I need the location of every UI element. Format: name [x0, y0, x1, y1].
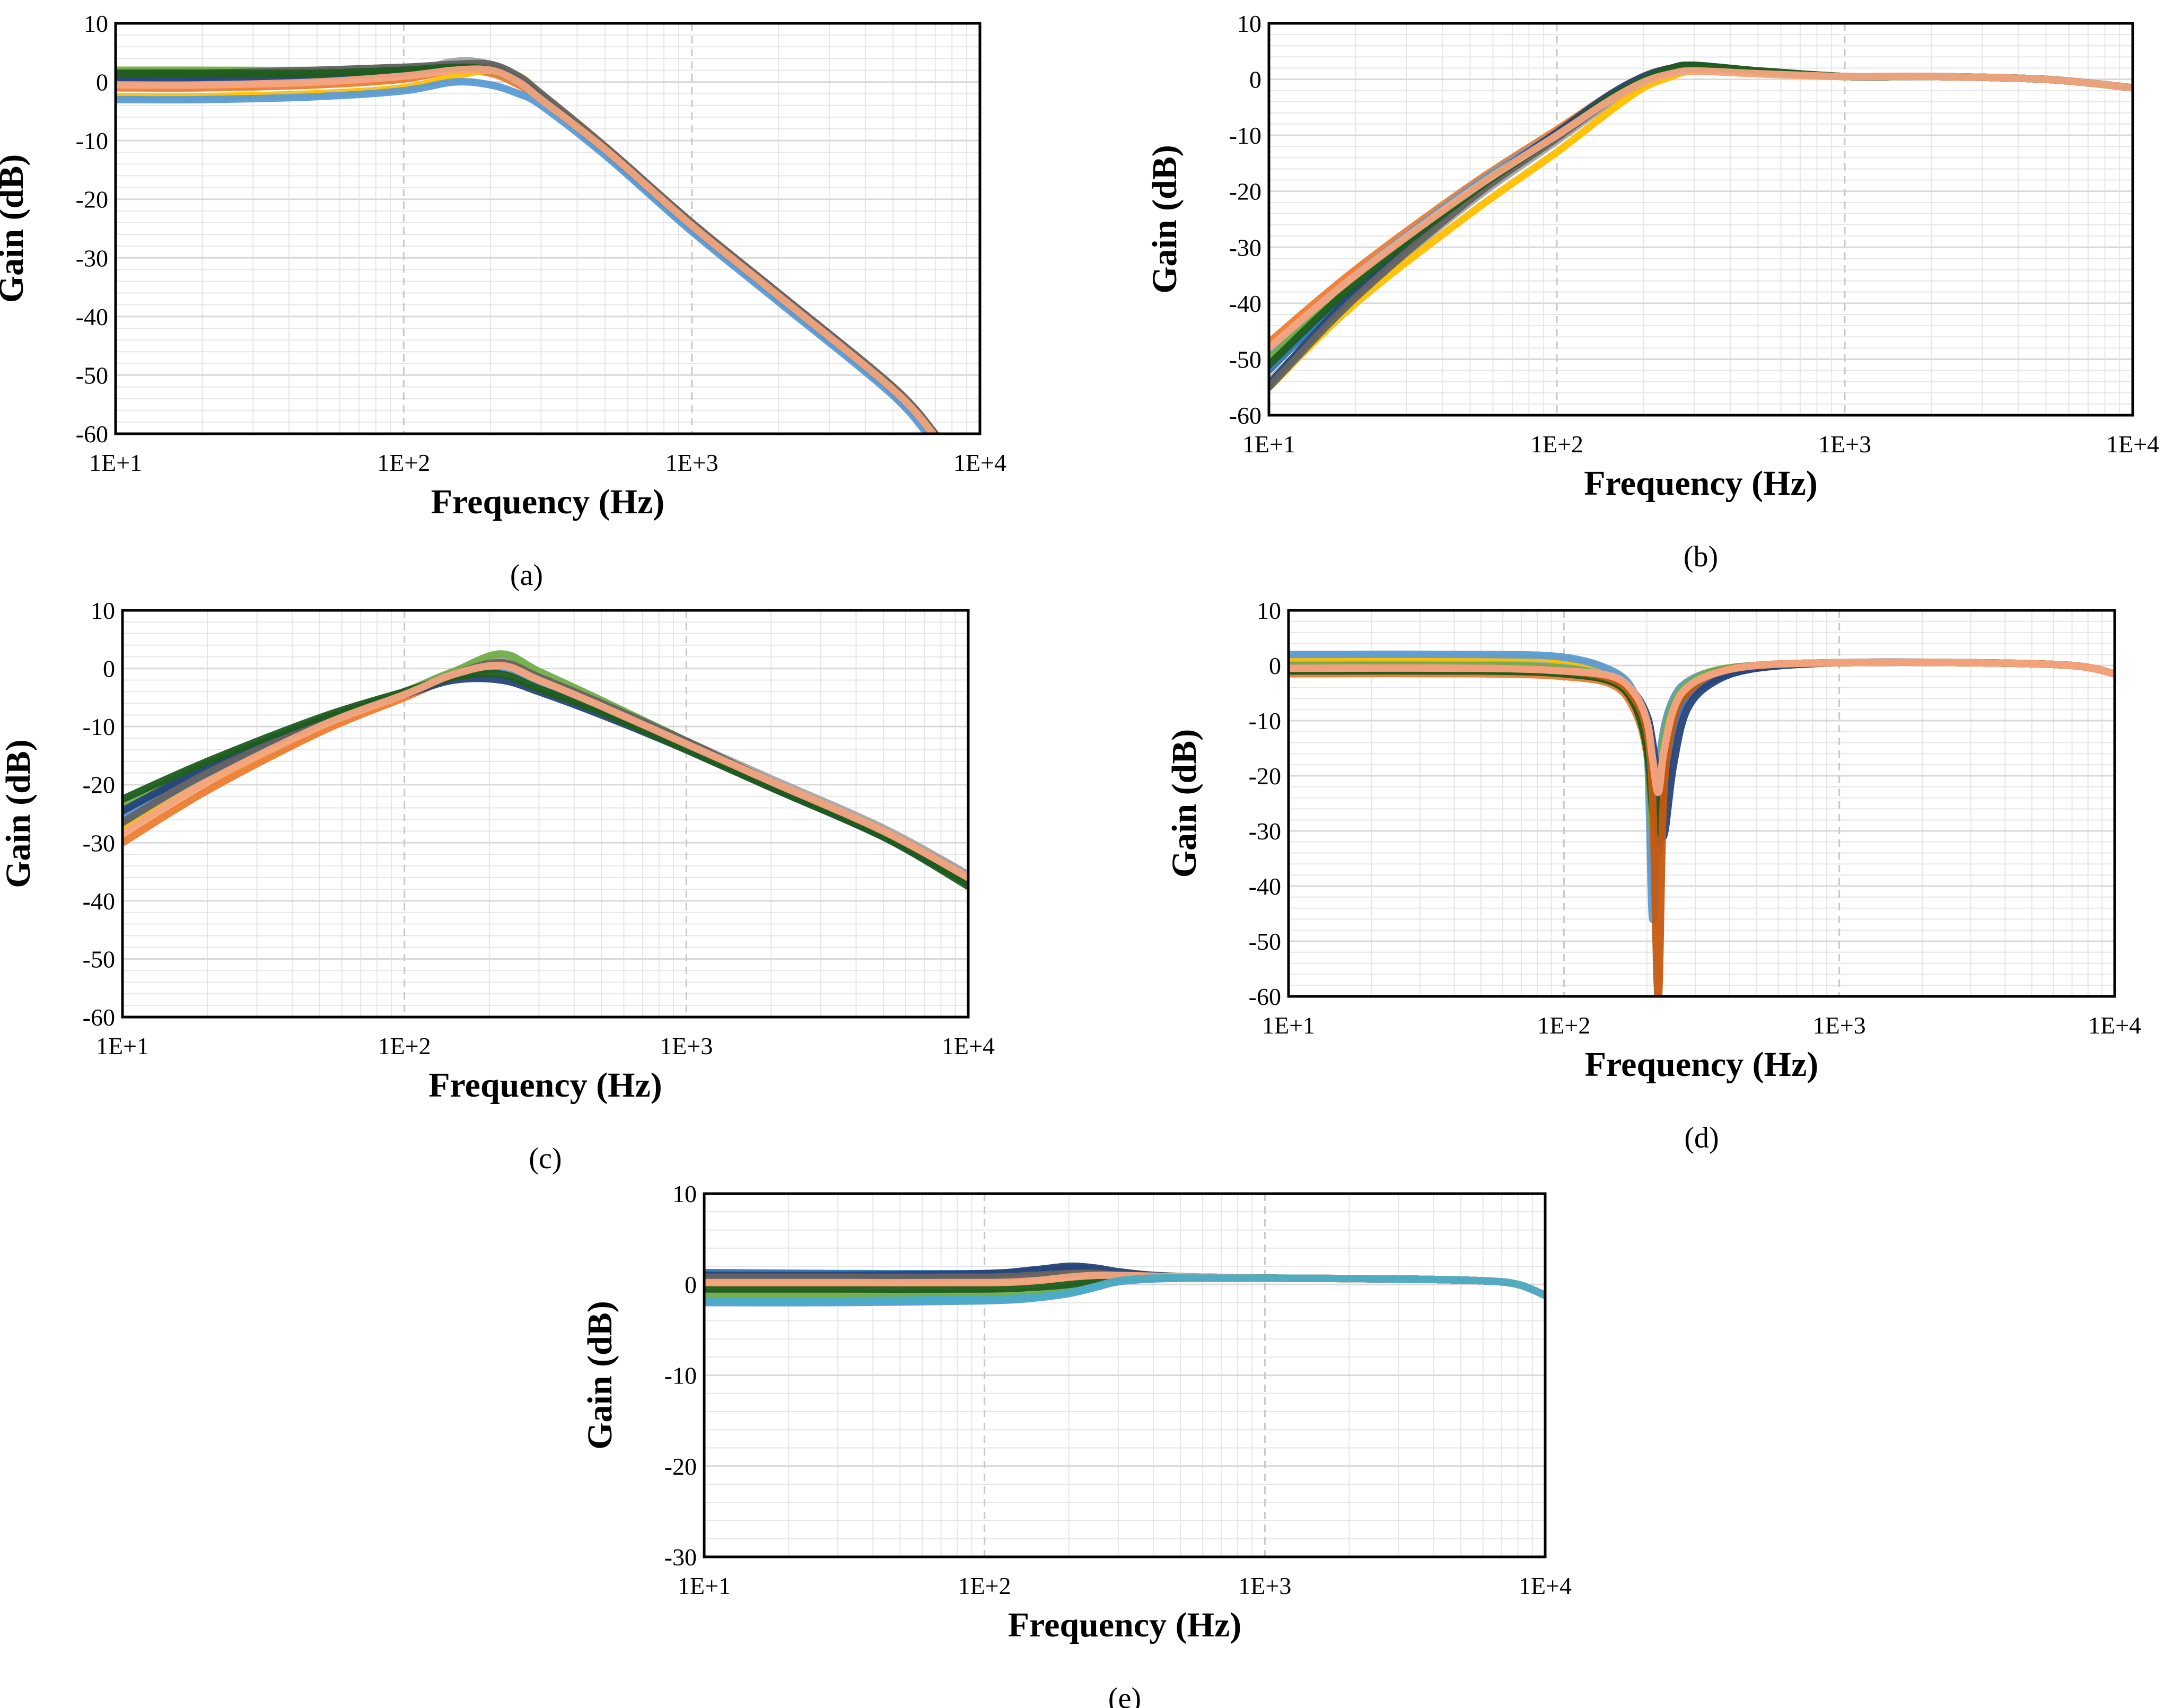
- y-tick-label: -40: [1249, 873, 1281, 900]
- y-tick-label: -10: [664, 1362, 697, 1389]
- x-tick-label: 1E+2: [377, 449, 430, 476]
- x-tick-label: 1E+1: [1262, 1012, 1315, 1039]
- x-tick-label: 1E+4: [2106, 431, 2159, 458]
- y-tick-label: -10: [1229, 122, 1261, 149]
- y-axis-title: Gain (dB): [581, 1301, 619, 1450]
- x-axis-title: Frequency (Hz): [1008, 1606, 1242, 1644]
- x-tick-label: 1E+2: [958, 1572, 1011, 1599]
- y-tick-label: 10: [84, 10, 108, 37]
- x-tick-label: 1E+2: [1537, 1012, 1590, 1039]
- y-tick-label: 10: [91, 597, 115, 624]
- y-tick-label: -40: [1229, 290, 1261, 317]
- series-line-11: [1289, 659, 2115, 796]
- x-tick-label: 1E+3: [1238, 1572, 1291, 1599]
- y-tick-label: -60: [83, 1004, 115, 1031]
- x-tick-label: 1E+1: [96, 1032, 149, 1059]
- y-tick-label: -50: [83, 945, 115, 973]
- series-line-10: [1269, 67, 2133, 352]
- y-tick-label: -10: [76, 127, 108, 154]
- panel-caption: (c): [529, 1142, 562, 1175]
- y-tick-label: -20: [664, 1453, 697, 1480]
- series-line-9: [122, 670, 968, 890]
- x-tick-label: 1E+3: [660, 1032, 713, 1059]
- y-tick-label: 10: [672, 1180, 697, 1207]
- x-tick-label: 1E+3: [1818, 431, 1871, 458]
- x-tick-label: 1E+4: [942, 1032, 995, 1059]
- plot-frame: [121, 609, 970, 1019]
- y-tick-label: -30: [76, 244, 108, 271]
- y-tick-label: 10: [1237, 10, 1261, 37]
- panel-caption: (b): [1684, 540, 1718, 573]
- y-tick-label: -20: [1249, 763, 1281, 790]
- series-line-5: [116, 78, 932, 434]
- y-tick-label: -30: [1249, 818, 1281, 845]
- series-line-11: [704, 1274, 1545, 1305]
- y-tick-label: -30: [83, 829, 115, 856]
- series-group: [122, 650, 968, 890]
- panel-caption: (a): [510, 559, 543, 592]
- y-tick-label: -50: [1229, 346, 1261, 373]
- y-tick-label: -40: [76, 303, 108, 330]
- y-tick-label: -10: [1249, 707, 1281, 734]
- x-axis-title: Frequency (Hz): [428, 1066, 662, 1105]
- y-tick-label: -20: [83, 772, 115, 799]
- series-line-10: [116, 65, 938, 434]
- y-axis-title: Gain (dB): [1165, 729, 1204, 878]
- panel-caption: (d): [1684, 1122, 1719, 1154]
- y-tick-label: -60: [1229, 402, 1261, 429]
- y-tick-label: -60: [1249, 983, 1281, 1010]
- y-axis-title: Gain (dB): [0, 739, 38, 888]
- series-group: [1269, 61, 2133, 391]
- x-tick-label: 1E+4: [1519, 1572, 1572, 1599]
- plot-frame: [703, 1192, 1547, 1558]
- x-tick-label: 1E+1: [1242, 431, 1295, 458]
- plot-frame: [114, 22, 982, 435]
- plot-frame: [1287, 609, 2116, 998]
- x-tick-label: 1E+3: [1813, 1012, 1866, 1039]
- panel-caption: (e): [1108, 1682, 1141, 1708]
- y-tick-label: -10: [83, 713, 115, 740]
- plot-frame: [1267, 22, 2134, 417]
- x-tick-label: 1E+1: [678, 1572, 731, 1599]
- y-tick-label: -50: [76, 362, 108, 389]
- y-tick-label: -20: [1229, 178, 1261, 205]
- x-tick-label: 1E+4: [953, 449, 1006, 476]
- x-tick-label: 1E+4: [2088, 1012, 2141, 1039]
- series-line-10: [122, 661, 968, 881]
- y-tick-label: 0: [685, 1271, 697, 1298]
- y-tick-label: -50: [1249, 928, 1281, 955]
- x-tick-label: 1E+3: [665, 449, 719, 476]
- y-tick-label: -40: [83, 888, 115, 915]
- x-tick-label: 1E+2: [1530, 431, 1583, 458]
- y-tick-label: 0: [1249, 66, 1261, 93]
- x-axis-title: Frequency (Hz): [1584, 464, 1818, 503]
- gridlines: [704, 1193, 1545, 1558]
- x-axis-title: Frequency (Hz): [1585, 1045, 1819, 1084]
- y-tick-label: -30: [664, 1544, 697, 1571]
- series-group: [1289, 650, 2115, 996]
- y-tick-label: 0: [96, 69, 108, 96]
- y-tick-label: -60: [76, 421, 108, 448]
- y-axis-title: Gain (dB): [0, 154, 31, 303]
- x-tick-label: 1E+2: [378, 1032, 431, 1059]
- y-tick-label: -20: [76, 186, 108, 213]
- y-tick-label: 0: [1269, 652, 1281, 679]
- y-axis-title: Gain (dB): [1145, 145, 1184, 294]
- y-tick-label: 0: [103, 655, 115, 682]
- x-tick-label: 1E+1: [89, 449, 142, 476]
- y-tick-label: 10: [1257, 597, 1281, 624]
- series-group: [704, 1262, 1545, 1307]
- y-tick-label: -30: [1229, 234, 1261, 261]
- gridlines: [122, 609, 968, 1018]
- x-axis-title: Frequency (Hz): [431, 483, 665, 521]
- series-group: [116, 57, 939, 434]
